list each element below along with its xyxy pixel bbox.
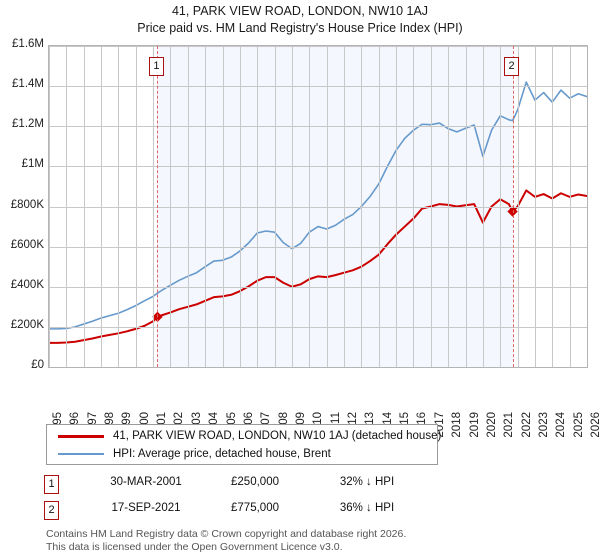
x-axis-tick-label: 2023 — [537, 412, 550, 438]
x-axis-tick-label: 2018 — [451, 412, 464, 438]
gridline-vertical — [535, 46, 536, 367]
sale-event-line — [512, 46, 514, 367]
gridline-horizontal — [49, 166, 587, 167]
sale-hpi-delta: 36% ↓ HPI — [339, 502, 395, 514]
page-subtitle: Price paid vs. HM Land Registry's House … — [137, 21, 463, 35]
gridline-vertical — [361, 46, 362, 367]
gridline-vertical — [66, 46, 67, 367]
sale-index-badge: 1 — [44, 475, 59, 494]
x-axis-tick-label: 2026 — [590, 412, 600, 438]
x-axis-tick-label: 2020 — [485, 412, 498, 438]
sale-price: £250,000 — [231, 476, 279, 488]
chart-plot-area — [48, 45, 588, 368]
table-row: 1 30-MAR-2001 £250,000 32% ↓ HPI — [44, 474, 464, 500]
title-block: 41, PARK VIEW ROAD, LONDON, NW10 1AJ Pri… — [0, 3, 600, 37]
gridline-vertical — [396, 46, 397, 367]
sale-event-line — [157, 46, 159, 367]
gridline-vertical — [518, 46, 519, 367]
y-axis-tick-label: £200K — [10, 318, 44, 331]
y-axis-tick-label: £1.2M — [12, 118, 44, 131]
y-axis-tick-label: £400K — [10, 278, 44, 291]
gridline-horizontal — [49, 46, 587, 47]
gridline-vertical — [483, 46, 484, 367]
x-axis-tick-label: 2019 — [468, 412, 481, 438]
gridline-horizontal — [49, 86, 587, 87]
gridline-horizontal — [49, 287, 587, 288]
x-axis-tick-label: 2021 — [503, 412, 516, 438]
page-title: 41, PARK VIEW ROAD, LONDON, NW10 1AJ — [171, 4, 429, 18]
gridline-vertical — [118, 46, 119, 367]
gridline-vertical — [101, 46, 102, 367]
footer-attribution: Contains HM Land Registry data © Crown c… — [46, 528, 586, 553]
gridline-vertical — [448, 46, 449, 367]
y-axis-tick-label: £800K — [10, 198, 44, 211]
sales-table: 1 30-MAR-2001 £250,000 32% ↓ HPI 2 17-SE… — [44, 474, 464, 526]
gridline-vertical — [136, 46, 137, 367]
sale-callout-2: 2 — [504, 57, 520, 76]
gridline-horizontal — [49, 327, 587, 328]
legend-label-property: 41, PARK VIEW ROAD, LONDON, NW10 1AJ (de… — [113, 430, 442, 442]
gridline-vertical — [587, 46, 588, 367]
gridline-vertical — [344, 46, 345, 367]
table-row: 2 17-SEP-2021 £775,000 36% ↓ HPI — [44, 500, 464, 526]
x-axis-tick-label: 2025 — [572, 412, 585, 438]
gridline-horizontal — [49, 247, 587, 248]
gridline-vertical — [84, 46, 85, 367]
gridline-vertical — [327, 46, 328, 367]
footer-line-copyright: Contains HM Land Registry data © Crown c… — [46, 528, 407, 540]
gridline-vertical — [500, 46, 501, 367]
gridline-vertical — [552, 46, 553, 367]
y-axis-tick-label: £1.6M — [12, 38, 44, 50]
gridline-vertical — [309, 46, 310, 367]
gridline-vertical — [188, 46, 189, 367]
legend-swatch-hpi — [58, 453, 104, 455]
y-axis-tick-label: £1.4M — [12, 78, 44, 91]
gridline-vertical — [466, 46, 467, 367]
gridline-vertical — [257, 46, 258, 367]
x-axis: 1995199619971998199920002001200220032004… — [48, 370, 600, 438]
sale-date: 30-MAR-2001 — [110, 476, 182, 488]
gridline-horizontal — [49, 207, 587, 208]
legend-label-hpi: HPI: Average price, detached house, Bren… — [113, 448, 331, 460]
sale-date: 17-SEP-2021 — [111, 502, 181, 514]
gridline-vertical — [570, 46, 571, 367]
chart-legend: 41, PARK VIEW ROAD, LONDON, NW10 1AJ (de… — [46, 424, 441, 465]
gridline-vertical — [170, 46, 171, 367]
gridline-vertical — [240, 46, 241, 367]
sale-hpi-delta: 32% ↓ HPI — [339, 476, 395, 488]
gridline-vertical — [205, 46, 206, 367]
x-axis-tick-label: 2024 — [555, 412, 568, 438]
chart-series-line — [49, 189, 587, 344]
footer-line-licence: This data is licensed under the Open Gov… — [46, 540, 343, 553]
y-axis: £0 £200K £400K £600K £800K £1M £1.2M £1.4M £1.6M — [0, 38, 44, 371]
sale-price: £775,000 — [231, 502, 279, 514]
gridline-vertical — [431, 46, 432, 367]
legend-swatch-property — [58, 434, 104, 438]
gridline-vertical — [413, 46, 414, 367]
gridline-vertical — [153, 46, 154, 367]
gridline-vertical — [49, 46, 50, 367]
gridline-vertical — [379, 46, 380, 367]
gridline-vertical — [223, 46, 224, 367]
y-axis-tick-label: £0 — [31, 359, 44, 371]
sale-index-badge: 2 — [44, 501, 59, 520]
y-axis-tick-label: £600K — [10, 238, 44, 251]
gridline-horizontal — [49, 126, 587, 127]
legend-item-property: 41, PARK VIEW ROAD, LONDON, NW10 1AJ (de… — [47, 426, 441, 446]
gridline-vertical — [292, 46, 293, 367]
x-axis-tick-label: 2022 — [520, 412, 533, 438]
gridline-vertical — [275, 46, 276, 367]
sale-callout-1: 1 — [148, 57, 164, 76]
y-axis-tick-label: £1M — [21, 158, 44, 171]
chart-series-line — [49, 81, 587, 330]
legend-item-hpi: HPI: Average price, detached house, Bren… — [47, 444, 437, 464]
